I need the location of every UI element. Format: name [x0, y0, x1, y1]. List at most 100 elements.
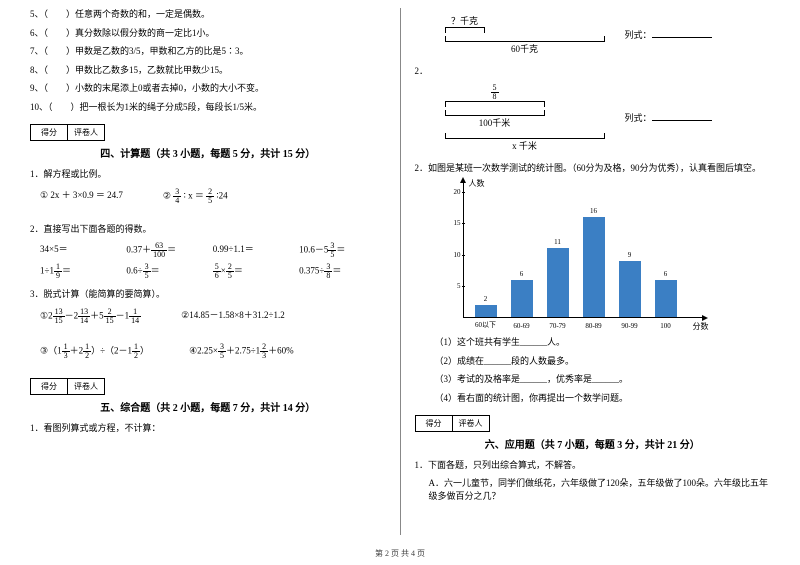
d2-frac-d: 8	[491, 93, 499, 101]
eq-1b: ② 34 ∶ x ＝ 25 ∶24	[163, 188, 228, 205]
bar-chart: 人数 分数 5101520260以下660-691170-791680-8999…	[445, 180, 705, 330]
tf-item: 5、（ ）任意两个奇数的和，一定是偶数。	[30, 8, 386, 21]
score-box-3: 得分 评卷人	[415, 415, 490, 432]
d2-side: 列式：	[625, 111, 712, 124]
tf-item: 8、（ ）甲数比乙数多15，乙数就比甲数少15。	[30, 64, 386, 77]
tf-item: 9、（ ）小数的末尾添上0或者去掉0，小数的大小不变。	[30, 82, 386, 95]
bar	[511, 280, 533, 318]
bar	[583, 217, 605, 317]
d2-side-label: 列式：	[625, 113, 652, 123]
q6-1a: A．六一儿童节，同学们做纸花，六年级做了120朵，五年级做了100朵。六年级比五…	[429, 477, 771, 502]
q4-3: 3．脱式计算（能简算的要简算）。	[30, 288, 386, 301]
right-column: ？千克 60千克 列式： 2． 58	[405, 8, 781, 535]
left-column: 5、（ ）任意两个奇数的和，一定是偶数。 6、（ ）真分数除以假分数的商一定比1小…	[20, 8, 396, 535]
sub-item: （3）考试的及格率是______，优秀率是______。	[435, 373, 771, 386]
score-label-2: 得分	[31, 379, 68, 394]
true-false-block: 5、（ ）任意两个奇数的和，一定是偶数。 6、（ ）真分数除以假分数的商一定比1小…	[30, 8, 386, 114]
bar-label: 80-89	[579, 322, 609, 330]
g2-2: 0.6÷35＝	[126, 263, 212, 280]
sub-item: （2）成绩在______段的人数最多。	[435, 355, 771, 368]
q4-2: 2．直接写出下面各题的得数。	[30, 223, 386, 236]
bar-value: 2	[475, 295, 497, 303]
y-axis	[463, 180, 464, 318]
frac-2-5: 25	[206, 188, 214, 205]
q4-3-row1: ①21315－21314＋5215－1114 ②14.85－1.58×8＋31.…	[40, 308, 386, 325]
eq-1b-end: ∶24	[216, 191, 227, 201]
diagram-1: ？千克 60千克 列式：	[445, 14, 771, 55]
chart-intro: 2．如图是某班一次数学测试的统计图。（60分为及格，90分为优秀），认真看图后填…	[415, 162, 771, 175]
score-label-3: 得分	[416, 416, 453, 431]
eq-1a: ① 2x ＋ 3×0.9 ＝ 24.7	[40, 188, 123, 205]
bar-value: 9	[619, 251, 641, 259]
score-label: 得分	[31, 125, 68, 140]
y-tick: 10	[447, 251, 461, 259]
eq-3a: ①21315－21314＋5215－1114	[40, 308, 141, 325]
sub-questions: （1）这个班共有学生______人。 （2）成绩在______段的人数最多。 （3）…	[435, 336, 771, 404]
bar-value: 6	[655, 270, 677, 278]
d2-under: x 千米	[445, 139, 605, 152]
bar-label: 100	[651, 322, 681, 330]
d1-bottom: 60千克	[445, 42, 605, 55]
g2-3: 56×25＝	[213, 263, 299, 280]
bar	[475, 305, 497, 318]
eq-3b: ②14.85－1.58×8＋31.2÷1.2	[181, 308, 285, 325]
y-tick: 5	[447, 282, 461, 290]
q6-1: 1．下面各题，只列出综合算式，不解答。	[415, 459, 771, 472]
q4-1: 1．解方程或比例。	[30, 168, 386, 181]
y-axis-title: 人数	[469, 178, 485, 189]
g2-4: 0.375÷38＝	[299, 263, 385, 280]
page-footer: 第 2 页 共 4 页	[0, 548, 800, 559]
q4-1-equations: ① 2x ＋ 3×0.9 ＝ 24.7 ② 34 ∶ x ＝ 25 ∶24	[40, 188, 386, 205]
g1-2: 0.37＋63100＝	[126, 242, 212, 259]
section6-title: 六、应用题（共 7 小题，每题 3 分，共计 21 分）	[415, 436, 771, 451]
bar-label: 70-79	[543, 322, 573, 330]
section4-title: 四、计算题（共 3 小题，每题 5 分，共计 15 分）	[30, 145, 386, 160]
bar-label: 90-99	[615, 322, 645, 330]
q5-1: 1．看图列算式或方程，不计算：	[30, 422, 386, 435]
d2-top: 58	[445, 84, 545, 101]
bar-value: 11	[547, 238, 569, 246]
eq-1b-mid: ∶ x ＝	[183, 191, 203, 201]
grid-row-1: 34×5＝ 0.37＋63100＝ 0.99÷1.1＝ 10.6－535＝	[40, 242, 386, 259]
score-box-2: 得分 评卷人	[30, 378, 105, 395]
bar-label: 60以下	[471, 320, 501, 330]
page-container: 5、（ ）任意两个奇数的和，一定是偶数。 6、（ ）真分数除以假分数的商一定比1小…	[0, 0, 800, 535]
tf-item: 6、（ ）真分数除以假分数的商一定比1小。	[30, 27, 386, 40]
g1-3: 0.99÷1.1＝	[213, 242, 299, 259]
bar	[619, 261, 641, 317]
eq-3c: ③（113＋212）÷（2－112）	[40, 343, 149, 360]
sub-item: （1）这个班共有学生______人。	[435, 336, 771, 349]
d2-bottom: 100千米	[445, 116, 545, 129]
d1-side-label: 列式：	[625, 30, 652, 40]
grid-row-2: 1÷119＝ 0.6÷35＝ 56×25＝ 0.375÷38＝	[40, 263, 386, 280]
d1-side: 列式：	[625, 28, 712, 41]
section5-title: 五、综合题（共 2 小题，每题 7 分，共计 14 分）	[30, 399, 386, 414]
bar-label: 60-69	[507, 322, 537, 330]
bar	[547, 248, 569, 317]
grader-label-3: 评卷人	[453, 416, 489, 431]
tf-item: 10、（ ）把一根长为1米的绳子分成5段，每段长1/5米。	[30, 101, 386, 114]
x-axis-title: 分数	[693, 321, 709, 332]
bar-value: 6	[511, 270, 533, 278]
sub-item: （4）看右面的统计图，你再提出一个数学问题。	[435, 392, 771, 405]
d1-top: ？千克	[445, 14, 485, 27]
bar-value: 16	[583, 207, 605, 215]
column-divider	[400, 8, 401, 535]
chart-wrap: 人数 分数 5 10 15 20 2 60以下 6 60-69 11 70-79 16 80-89 9 9…	[445, 180, 771, 330]
x-axis	[463, 317, 705, 318]
eq-3d: ④2.25×35＋2.75÷123＋60%	[189, 343, 294, 360]
g1-1: 34×5＝	[40, 242, 126, 259]
frac-3-4: 34	[173, 188, 181, 205]
eq-1b-pre: ②	[163, 191, 171, 201]
bar	[655, 280, 677, 318]
y-tick: 20	[447, 188, 461, 196]
diagram-2: 58 100千米 x 千米 列式：	[445, 84, 771, 152]
grader-label: 评卷人	[68, 125, 104, 140]
g1-4: 10.6－535＝	[299, 242, 385, 259]
tf-item: 7、（ ）甲数是乙数的3/5，甲数和乙方的比是5∶3。	[30, 45, 386, 58]
y-tick: 15	[447, 219, 461, 227]
g2-1: 1÷119＝	[40, 263, 126, 280]
q-r2: 2．	[415, 65, 771, 78]
y-arrow-icon	[460, 177, 466, 183]
grader-label-2: 评卷人	[68, 379, 104, 394]
